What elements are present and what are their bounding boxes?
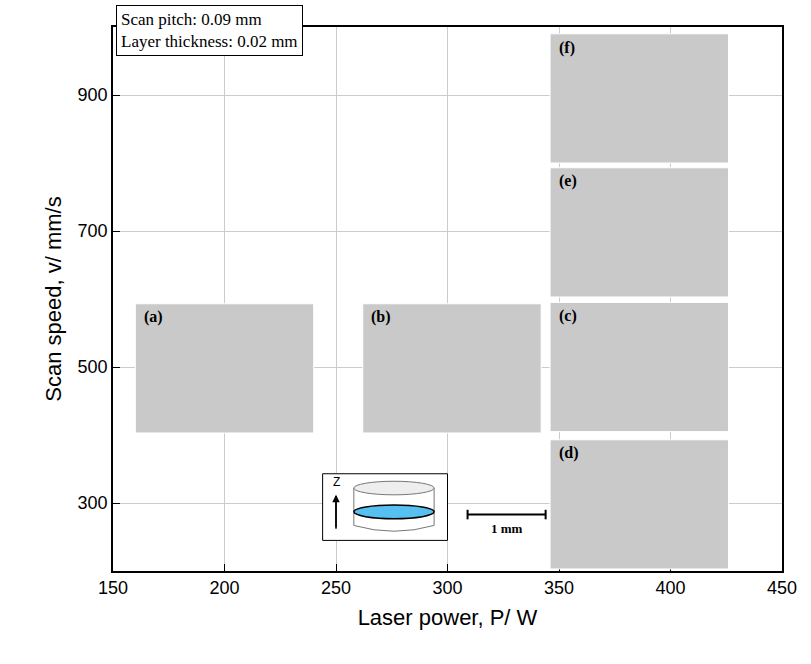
svg-text:1 mm: 1 mm [491,521,523,536]
svg-text:(f): (f) [559,39,575,57]
svg-text:Scan speed, v/ mm/s: Scan speed, v/ mm/s [41,196,66,401]
svg-text:Laser power, P/ W: Laser power, P/ W [358,605,538,630]
svg-text:300: 300 [78,493,108,513]
svg-text:400: 400 [655,578,685,598]
svg-text:(a): (a) [144,308,163,326]
svg-text:500: 500 [78,357,108,377]
svg-text:(b): (b) [371,308,391,326]
svg-text:Scan pitch: 0.09 mmLayer thick: Scan pitch: 0.09 mmLayer thickness: 0.02… [121,10,298,51]
svg-text:Z: Z [333,475,340,489]
svg-text:(d): (d) [559,444,579,462]
svg-text:200: 200 [209,578,239,598]
svg-text:(c): (c) [559,307,577,325]
svg-text:(e): (e) [559,172,577,190]
svg-text:700: 700 [78,221,108,241]
svg-text:900: 900 [78,85,108,105]
svg-text:450: 450 [767,578,797,598]
svg-text:250: 250 [321,578,351,598]
svg-text:150: 150 [98,578,128,598]
svg-text:350: 350 [544,578,574,598]
svg-text:300: 300 [432,578,462,598]
